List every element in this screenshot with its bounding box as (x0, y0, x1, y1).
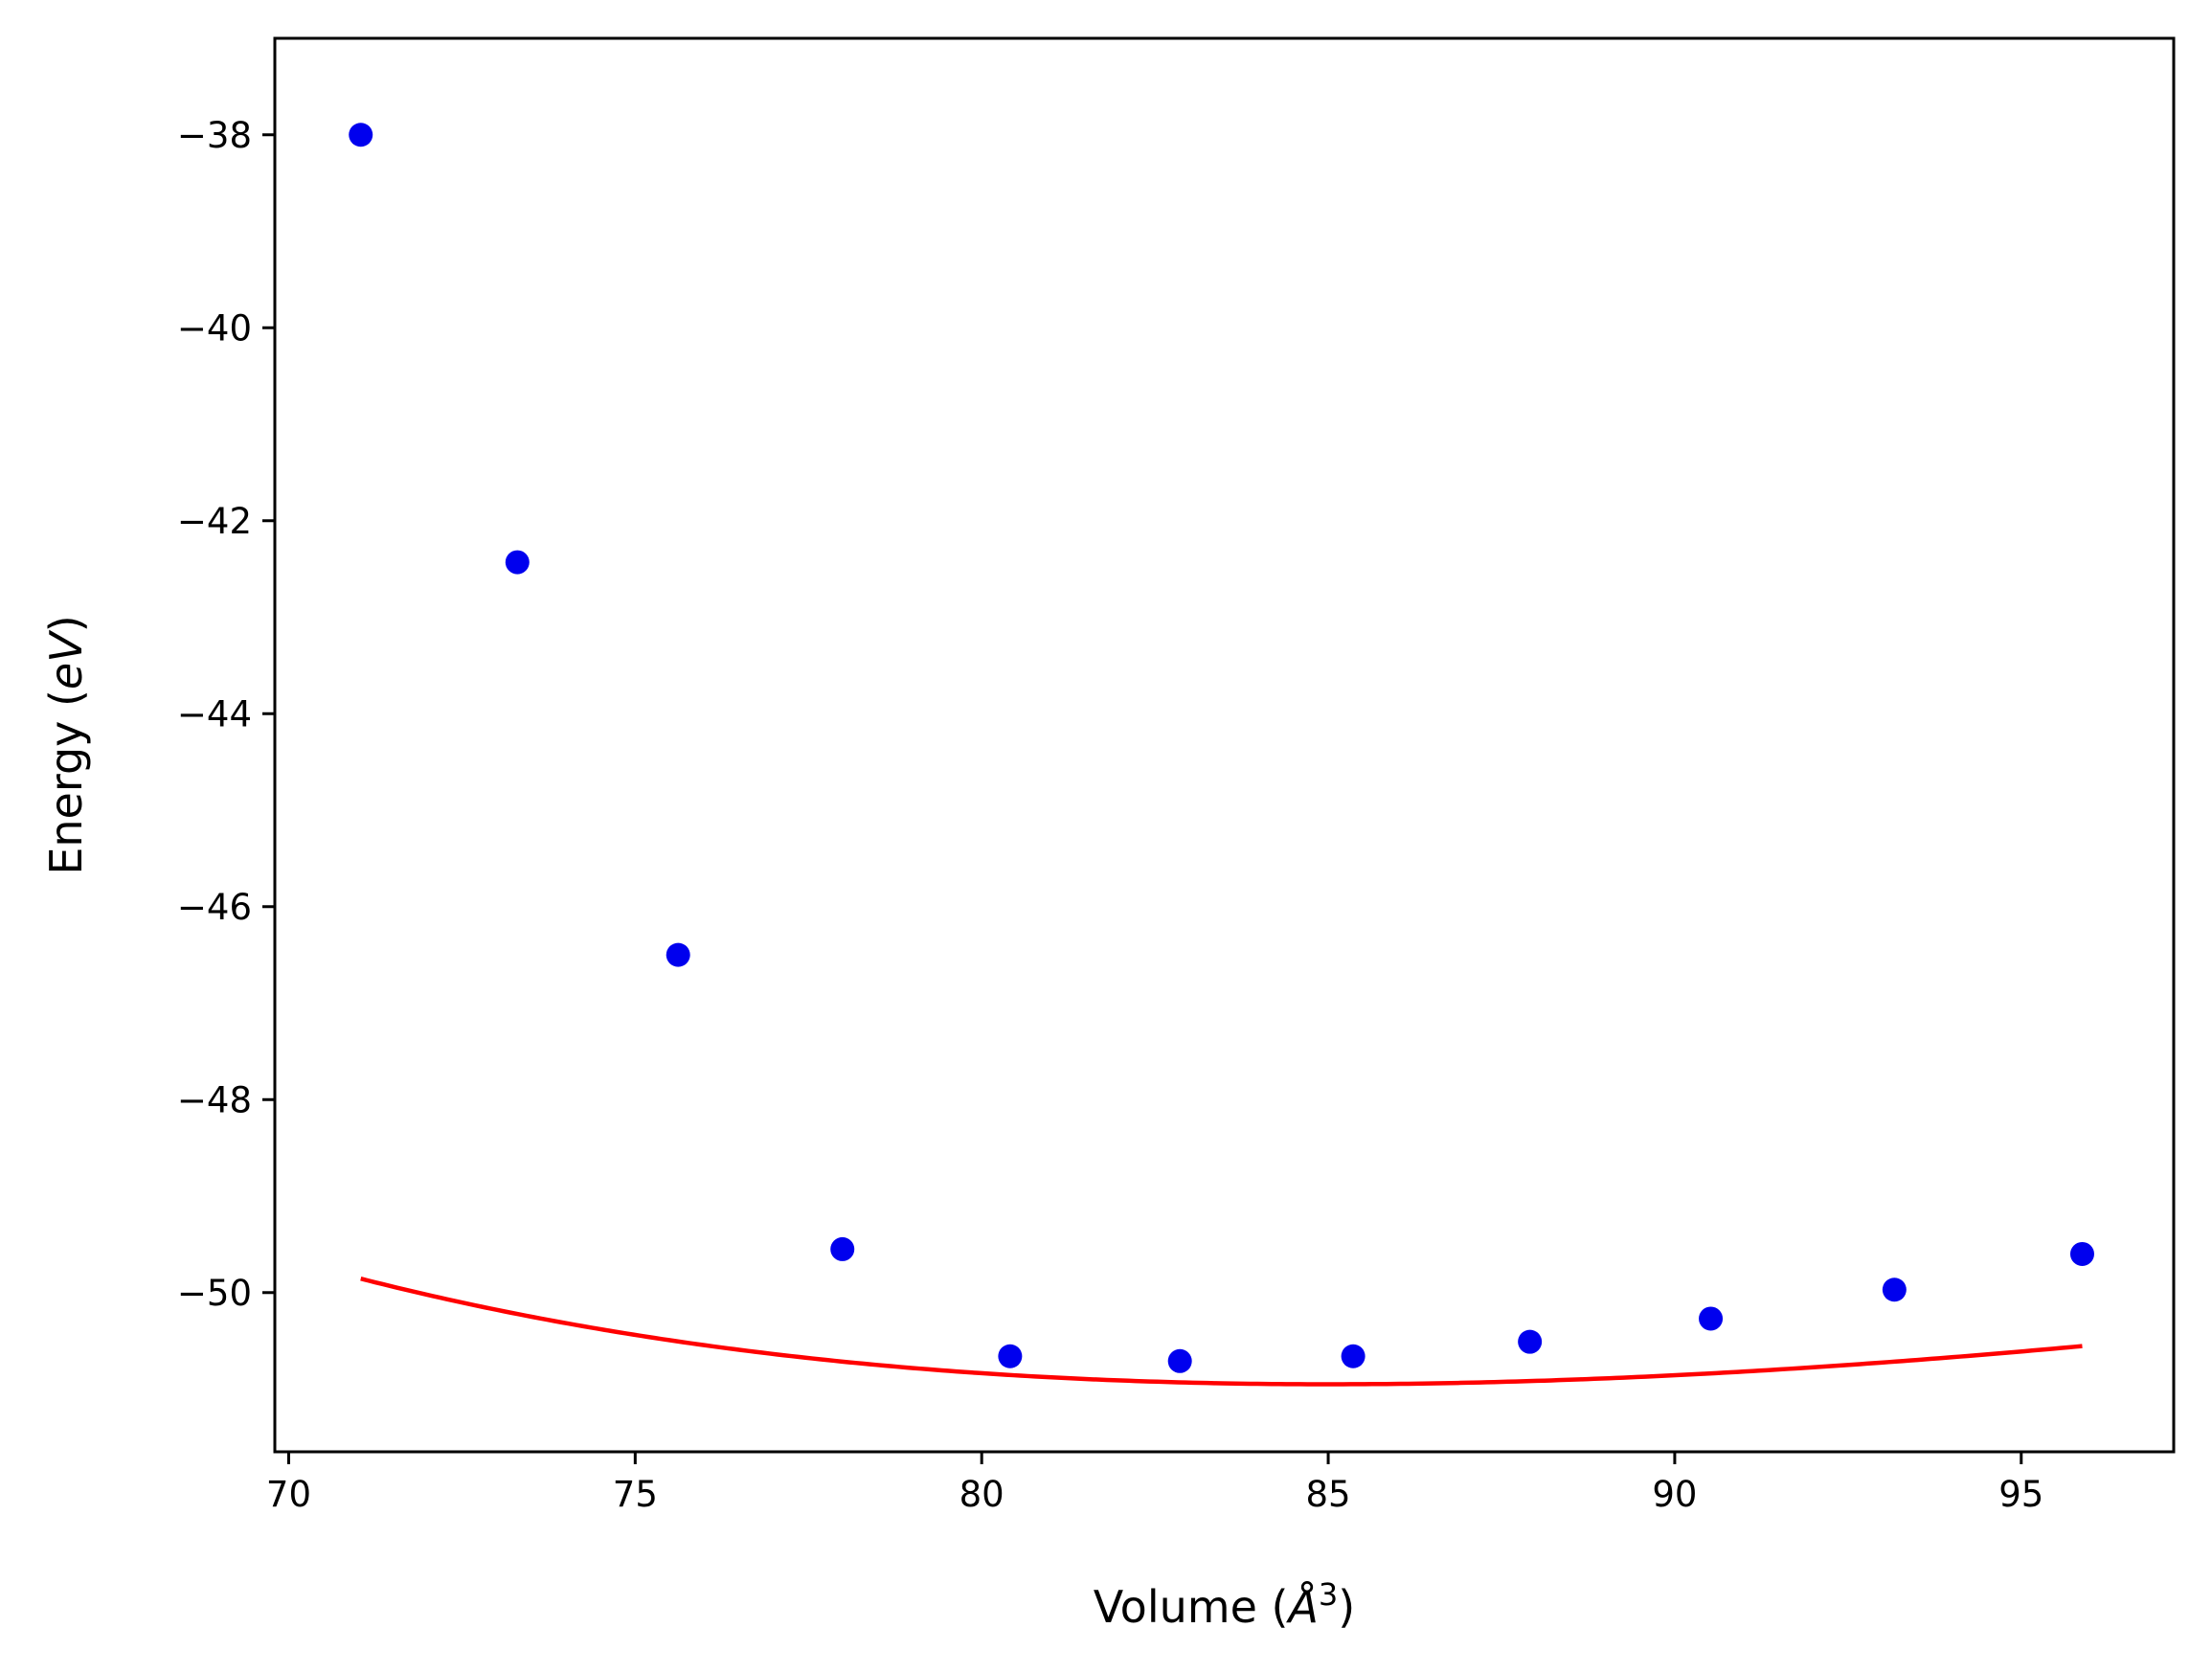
plot-frame (273, 36, 2176, 1454)
y-tick-label: −40 (177, 307, 252, 349)
x-tick-label: 95 (1998, 1474, 2043, 1515)
x-tick-label: 75 (613, 1474, 658, 1515)
data-point (830, 1236, 855, 1261)
x-axis-label: Volume (Å3) (1094, 1576, 1355, 1633)
data-point (2069, 1241, 2094, 1266)
data-point (1518, 1329, 1543, 1354)
x-axis: 70 75 80 85 90 95 (266, 1452, 2043, 1515)
data-point (1699, 1306, 1724, 1331)
plot-area (349, 123, 2094, 1387)
y-tick-label: −50 (177, 1273, 252, 1314)
y-tick-label: −38 (177, 115, 252, 156)
x-axis-label-prefix: Volume ( (1094, 1581, 1289, 1633)
data-point (666, 942, 690, 967)
x-tick-label: 80 (959, 1474, 1004, 1515)
data-point (1167, 1348, 1192, 1373)
y-tick-label: −46 (177, 887, 252, 928)
data-point (349, 123, 373, 147)
x-tick-label: 70 (266, 1474, 311, 1515)
x-axis-label-suffix: ) (1338, 1581, 1355, 1633)
y-axis-label-symbol: eV (40, 629, 92, 690)
x-axis-label-symbol: Å (1285, 1581, 1318, 1633)
fit-curve-line (360, 1277, 2083, 1387)
y-axis-label: Energy (eV) (40, 615, 92, 874)
y-axis-label-suffix: ) (40, 615, 92, 632)
data-point (1341, 1344, 1366, 1368)
y-axis-label-prefix: Energy ( (40, 690, 92, 875)
data-point (505, 550, 530, 575)
x-tick-label: 90 (1652, 1474, 1697, 1515)
y-tick-label: −42 (177, 501, 252, 542)
y-axis: −38 −40 −42 −44 −46 −48 −50 (177, 115, 275, 1314)
data-point (998, 1344, 1023, 1368)
y-tick-label: −48 (177, 1079, 252, 1120)
y-tick-label: −44 (177, 693, 252, 735)
data-point (1882, 1277, 1907, 1302)
x-tick-label: 85 (1306, 1474, 1351, 1515)
x-axis-label-superscript: 3 (1319, 1576, 1338, 1613)
